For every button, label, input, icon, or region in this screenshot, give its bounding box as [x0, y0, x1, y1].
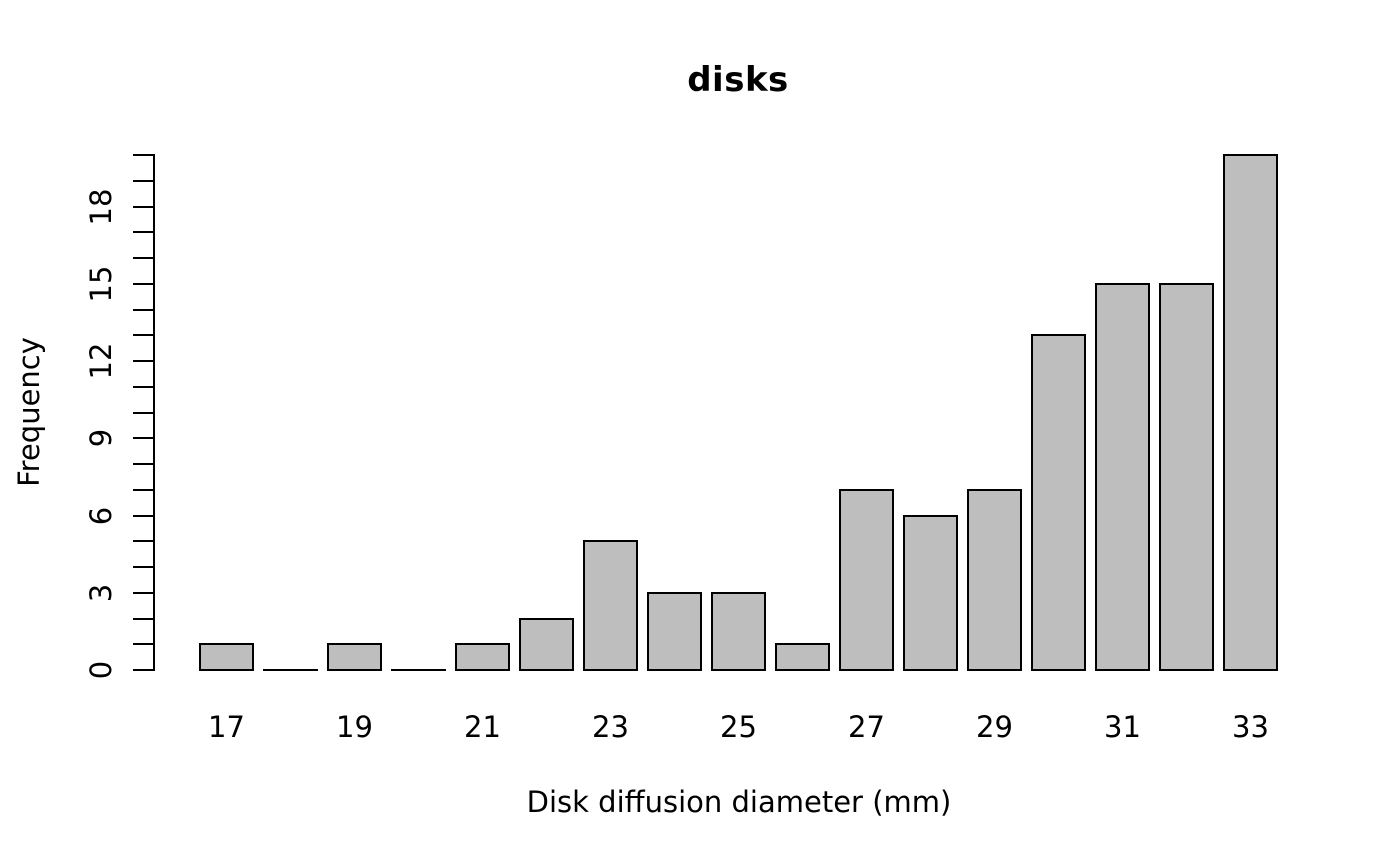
y-tick — [133, 231, 153, 233]
histogram-bar-zero — [391, 669, 446, 671]
histogram-bar — [967, 488, 1022, 672]
x-tick-label: 33 — [1232, 710, 1269, 744]
histogram-bar — [1031, 334, 1086, 672]
x-axis-label: Disk diffusion diameter (mm) — [526, 785, 952, 819]
histogram-bar — [1159, 282, 1214, 672]
y-tick — [133, 334, 153, 336]
x-tick-label: 27 — [848, 710, 885, 744]
y-tick — [133, 283, 153, 285]
y-tick — [133, 669, 153, 671]
y-tick — [133, 540, 153, 542]
histogram-bar — [839, 488, 894, 672]
y-tick — [133, 257, 153, 259]
y-tick — [133, 489, 153, 491]
histogram-bar — [455, 643, 510, 672]
histogram-bar — [775, 643, 830, 672]
y-tick — [133, 206, 153, 208]
y-tick-label: 6 — [84, 506, 118, 525]
y-tick — [133, 592, 153, 594]
histogram-bar — [327, 643, 382, 672]
y-tick — [133, 412, 153, 414]
y-tick — [133, 643, 153, 645]
y-tick-label: 12 — [84, 342, 118, 380]
y-tick-label: 15 — [84, 265, 118, 303]
histogram-bar — [1095, 282, 1150, 672]
y-tick-label: 9 — [84, 429, 118, 448]
y-tick — [133, 566, 153, 568]
histogram-bar — [711, 591, 766, 672]
y-tick — [133, 180, 153, 182]
histogram-bar — [903, 514, 958, 671]
y-tick-label: 3 — [84, 583, 118, 602]
x-tick-label: 25 — [720, 710, 757, 744]
x-tick-label: 23 — [592, 710, 629, 744]
y-tick — [133, 309, 153, 311]
y-tick — [133, 515, 153, 517]
histogram-bar — [1223, 154, 1278, 671]
y-tick-label: 0 — [84, 660, 118, 680]
x-tick-label: 21 — [464, 710, 501, 744]
x-tick-label: 29 — [976, 710, 1013, 744]
histogram-bar — [583, 540, 638, 672]
chart-title: disks — [687, 60, 789, 100]
y-axis-line — [153, 154, 155, 671]
histogram-bar — [199, 643, 254, 672]
y-tick — [133, 618, 153, 620]
x-tick-label: 19 — [336, 710, 373, 744]
y-tick-label: 18 — [84, 188, 118, 225]
histogram-bar — [519, 617, 574, 671]
histogram-bar — [647, 591, 702, 672]
y-tick — [133, 437, 153, 439]
x-tick-label: 31 — [1104, 710, 1141, 744]
y-tick — [133, 463, 153, 465]
x-tick-label: 17 — [208, 710, 245, 744]
y-tick — [133, 360, 153, 362]
y-tick — [133, 154, 153, 156]
y-tick — [133, 386, 153, 388]
histogram-bar-zero — [263, 669, 318, 671]
